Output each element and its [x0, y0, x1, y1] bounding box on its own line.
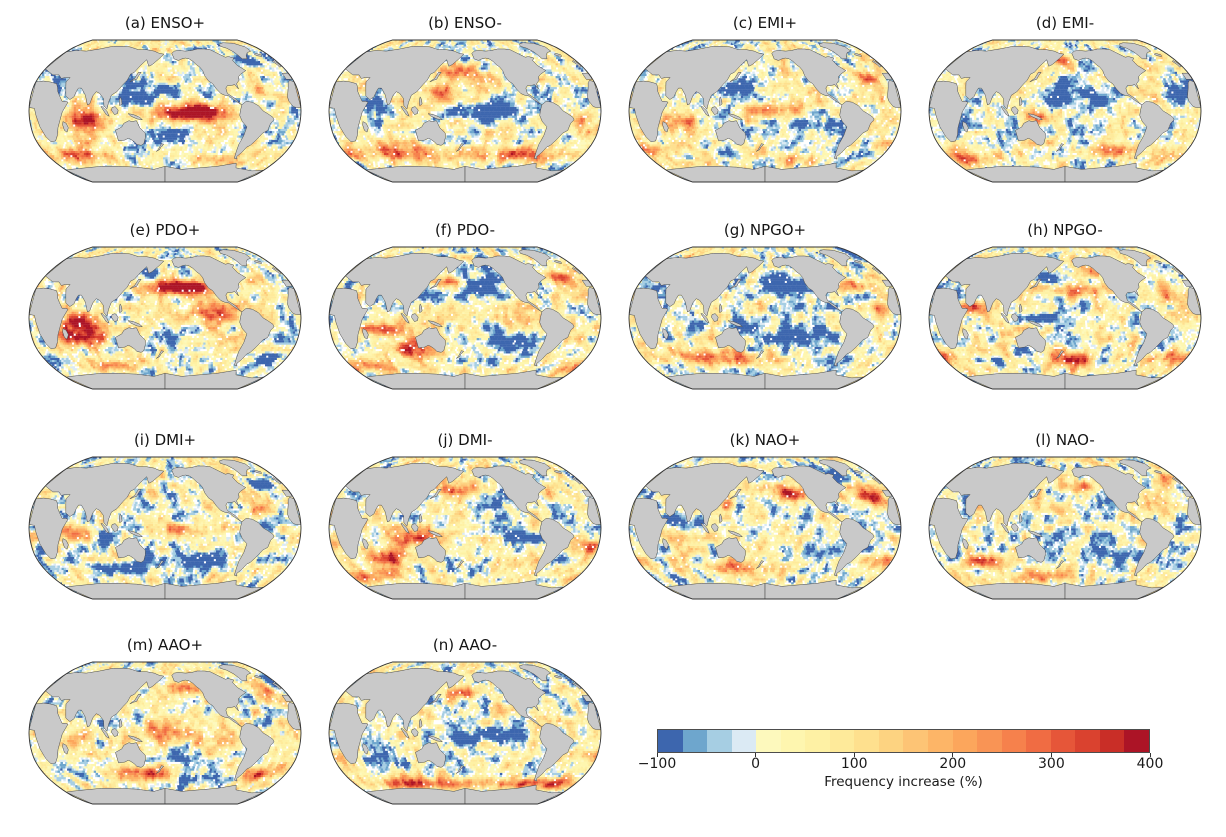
map-panel-i: (i) DMI+ [25, 430, 305, 600]
world-map-canvas-f [325, 242, 605, 390]
panel-title-b: (b) ENSO- [428, 14, 502, 32]
colorbar-tick-label: 400 [1136, 756, 1164, 772]
map-panel-k: (k) NAO+ [625, 430, 905, 600]
world-map-canvas-g [625, 242, 905, 390]
panel-title-j: (j) DMI- [437, 431, 493, 449]
colorbar-tick-mark [1050, 753, 1052, 757]
colorbar-segment [952, 730, 978, 752]
colorbar-tick-label: −100 [637, 756, 677, 772]
map-panel-n: (n) AAO- [325, 635, 605, 805]
colorbar-tick-label: 0 [751, 756, 761, 772]
colorbar-tick-mark [853, 753, 855, 757]
panel-title-h: (h) NPGO- [1027, 221, 1103, 239]
panel-title-l: (l) NAO- [1035, 431, 1095, 449]
colorbar-segment [878, 730, 904, 752]
world-map-canvas-l [925, 452, 1205, 600]
colorbar-tick-mark [656, 753, 658, 757]
map-panel-b: (b) ENSO- [325, 13, 605, 183]
panel-title-n: (n) AAO- [432, 636, 498, 654]
colorbar-ticks: −100 0 100 200 300 400 [638, 753, 1163, 775]
world-map-canvas-j [325, 452, 605, 600]
colorbar-segment [780, 730, 806, 752]
world-map-canvas-a [25, 35, 305, 183]
map-panel-f: (f) PDO- [325, 220, 605, 390]
world-map-canvas-e [25, 242, 305, 390]
panel-title-c: (c) EMI+ [732, 14, 798, 32]
colorbar-segment [829, 730, 855, 752]
panel-title-a: (a) ENSO+ [124, 14, 206, 32]
world-map-canvas-b [325, 35, 605, 183]
world-map-canvas-d [925, 35, 1205, 183]
world-map-canvas-m [25, 657, 305, 805]
colorbar-segment [1026, 730, 1051, 752]
world-map-canvas-h [925, 242, 1205, 390]
colorbar-segment [1050, 730, 1076, 752]
panel-title-i: (i) DMI+ [133, 431, 197, 449]
colorbar-segment [731, 730, 757, 752]
colorbar-segment [1124, 730, 1149, 752]
colorbar-gradient [657, 729, 1150, 753]
colorbar-segment [805, 730, 830, 752]
panel-title-d: (d) EMI- [1035, 14, 1095, 32]
map-panel-j: (j) DMI- [325, 430, 605, 600]
panel-title-k: (k) NAO+ [729, 431, 801, 449]
map-panel-g: (g) NPGO+ [625, 220, 905, 390]
map-panel-m: (m) AAO+ [25, 635, 305, 805]
colorbar-axis-label: Frequency increase (%) [824, 774, 983, 790]
colorbar-segment [977, 730, 1002, 752]
colorbar-segment [707, 730, 732, 752]
map-panel-e: (e) PDO+ [25, 220, 305, 390]
map-panel-d: (d) EMI- [925, 13, 1205, 183]
colorbar-segment [658, 730, 683, 752]
colorbar-tick-label: 100 [840, 756, 868, 772]
colorbar-tick-label: 200 [939, 756, 967, 772]
map-panel-a: (a) ENSO+ [25, 13, 305, 183]
colorbar: −100 0 100 200 300 400 Frequency increase (%) [638, 729, 1163, 790]
colorbar-segment [903, 730, 929, 752]
colorbar-segment [756, 730, 781, 752]
colorbar-tick-mark [755, 753, 757, 757]
world-map-canvas-c [625, 35, 905, 183]
colorbar-segment [1099, 730, 1125, 752]
world-map-canvas-n [325, 657, 605, 805]
map-panel-c: (c) EMI+ [625, 13, 905, 183]
colorbar-segment [928, 730, 953, 752]
colorbar-tick-mark [952, 753, 954, 757]
colorbar-segment [854, 730, 879, 752]
panel-title-e: (e) PDO+ [129, 221, 201, 239]
colorbar-segment [1075, 730, 1100, 752]
colorbar-tick-mark [1149, 753, 1151, 757]
colorbar-segment [682, 730, 708, 752]
panel-title-m: (m) AAO+ [126, 636, 204, 654]
colorbar-tick-label: 300 [1038, 756, 1065, 772]
panel-title-g: (g) NPGO+ [723, 221, 807, 239]
colorbar-segment [1001, 730, 1027, 752]
map-panel-l: (l) NAO- [925, 430, 1205, 600]
map-panel-h: (h) NPGO- [925, 220, 1205, 390]
world-map-canvas-i [25, 452, 305, 600]
world-map-canvas-k [625, 452, 905, 600]
panel-title-f: (f) PDO- [435, 221, 495, 239]
